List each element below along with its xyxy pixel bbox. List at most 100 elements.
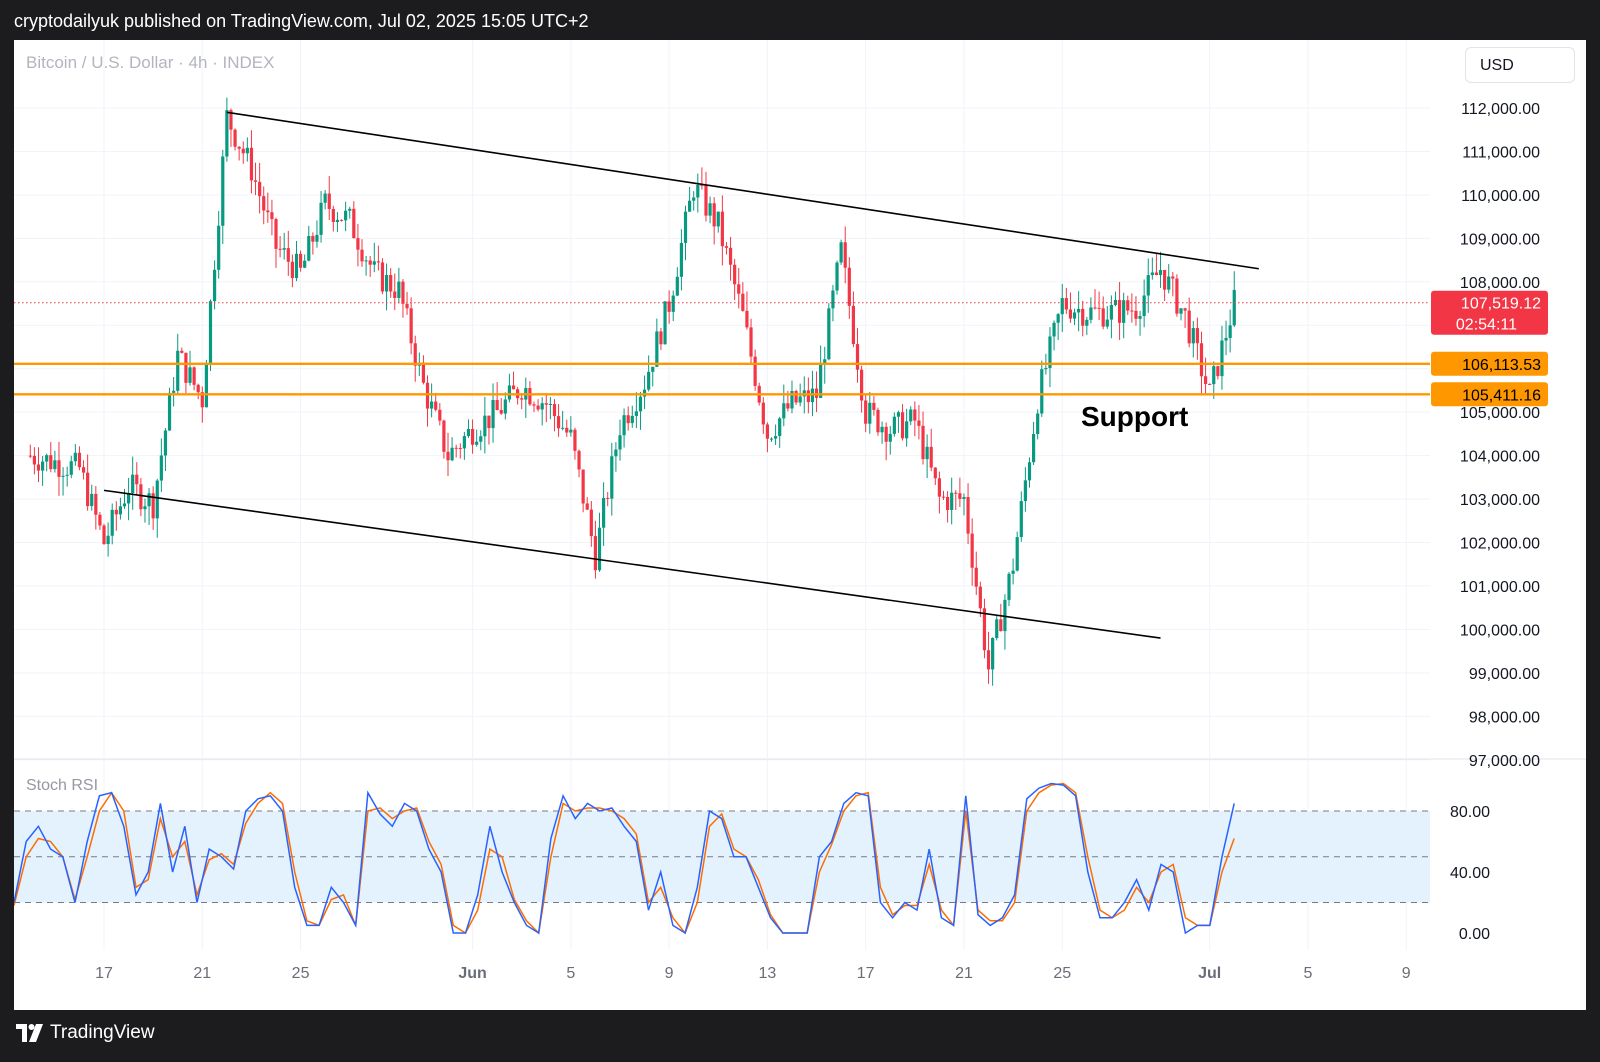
candle-body xyxy=(573,429,577,451)
candle-body xyxy=(978,586,982,609)
candle-body xyxy=(712,203,716,227)
candle-body xyxy=(683,211,688,243)
candle-body xyxy=(307,235,311,261)
candle-body xyxy=(241,148,245,154)
indicator-title[interactable]: Stoch RSI xyxy=(26,777,99,794)
candle-body xyxy=(950,492,954,510)
candle xyxy=(864,394,868,433)
candle-body xyxy=(688,200,692,212)
candle-body xyxy=(520,398,524,400)
tradingview-brand[interactable]: TradingView xyxy=(16,1022,155,1044)
candle xyxy=(172,376,176,407)
candle-body xyxy=(237,146,241,149)
candle xyxy=(98,512,102,530)
candle-body xyxy=(110,509,114,536)
candle xyxy=(450,437,454,462)
candle-body xyxy=(90,493,94,507)
candle xyxy=(1064,287,1068,314)
candle-body xyxy=(724,246,729,248)
candle-body xyxy=(1187,310,1191,344)
currency-button[interactable]: USD xyxy=(1465,47,1575,83)
candle-body xyxy=(1109,305,1113,320)
chart-canvas[interactable]: Support 112,000.00 111,000.00 110,000.00 109… xyxy=(14,40,1586,1010)
candle-body xyxy=(1179,308,1183,314)
candle-body xyxy=(61,475,65,477)
candle xyxy=(32,447,37,475)
candle xyxy=(249,130,254,194)
candle xyxy=(585,497,589,511)
candle xyxy=(77,446,82,471)
candle xyxy=(335,212,340,232)
candle-body xyxy=(380,262,385,292)
candle xyxy=(921,411,925,465)
chart-frame[interactable]: Support 112,000.00 111,000.00 110,000.00 109… xyxy=(14,40,1586,1010)
candle-body xyxy=(425,382,430,409)
candle-body xyxy=(147,493,151,507)
candle xyxy=(462,431,466,460)
date-tick-label: Jul xyxy=(1198,965,1221,982)
candle xyxy=(929,428,933,472)
candle xyxy=(151,486,155,530)
candle-body xyxy=(1036,413,1040,435)
candle-body xyxy=(77,452,82,468)
candle-body xyxy=(1007,573,1011,600)
candle xyxy=(278,236,282,258)
candle xyxy=(331,205,335,232)
candle xyxy=(581,469,585,513)
candle-body xyxy=(819,364,823,398)
candle-body xyxy=(491,399,495,429)
date-tick-label: 5 xyxy=(1303,965,1312,982)
candle-body xyxy=(487,415,491,429)
candle-body xyxy=(335,219,340,223)
candle xyxy=(819,345,823,399)
candle-body xyxy=(569,429,573,433)
candle xyxy=(1224,320,1228,356)
candle xyxy=(384,263,389,311)
candle xyxy=(1228,309,1232,353)
candle-body xyxy=(1216,366,1220,377)
candle-body xyxy=(1171,276,1175,279)
candle-body xyxy=(561,427,565,429)
candle xyxy=(94,486,98,530)
candle xyxy=(81,460,86,480)
candle-body xyxy=(1056,314,1060,323)
candle-body xyxy=(655,331,659,367)
candle-body xyxy=(73,452,77,462)
candle-body xyxy=(131,474,135,493)
candle xyxy=(913,401,917,437)
candle-body xyxy=(294,253,299,279)
candle xyxy=(532,401,536,413)
candle xyxy=(892,412,896,437)
candle xyxy=(1220,325,1224,390)
candle-body xyxy=(638,396,643,412)
candle-body xyxy=(135,474,139,485)
candle xyxy=(114,501,118,531)
candle xyxy=(372,242,376,273)
support-lower-tag-bg xyxy=(1431,382,1548,407)
candle xyxy=(642,375,647,410)
candle xyxy=(1150,257,1154,280)
candle xyxy=(556,404,561,437)
candle xyxy=(1085,316,1089,336)
candle xyxy=(634,392,638,429)
candle-body xyxy=(86,472,90,507)
price-tick-label: 110,000.00 xyxy=(1461,188,1540,205)
candle xyxy=(45,453,49,472)
candle xyxy=(589,500,593,547)
candle xyxy=(1171,271,1175,297)
candle-body xyxy=(692,197,696,201)
candle-body xyxy=(311,235,315,242)
candle xyxy=(294,240,299,282)
candle xyxy=(712,197,716,245)
date-tick-label: 17 xyxy=(857,965,875,982)
candle-body xyxy=(139,484,143,510)
candle xyxy=(1163,269,1167,301)
candle-body xyxy=(1072,312,1077,319)
candle-body xyxy=(200,392,204,408)
candle xyxy=(217,210,221,279)
candle xyxy=(835,260,839,295)
candle xyxy=(200,386,204,423)
candle xyxy=(1011,558,1015,585)
candle-body xyxy=(32,455,37,465)
candle xyxy=(696,173,700,213)
